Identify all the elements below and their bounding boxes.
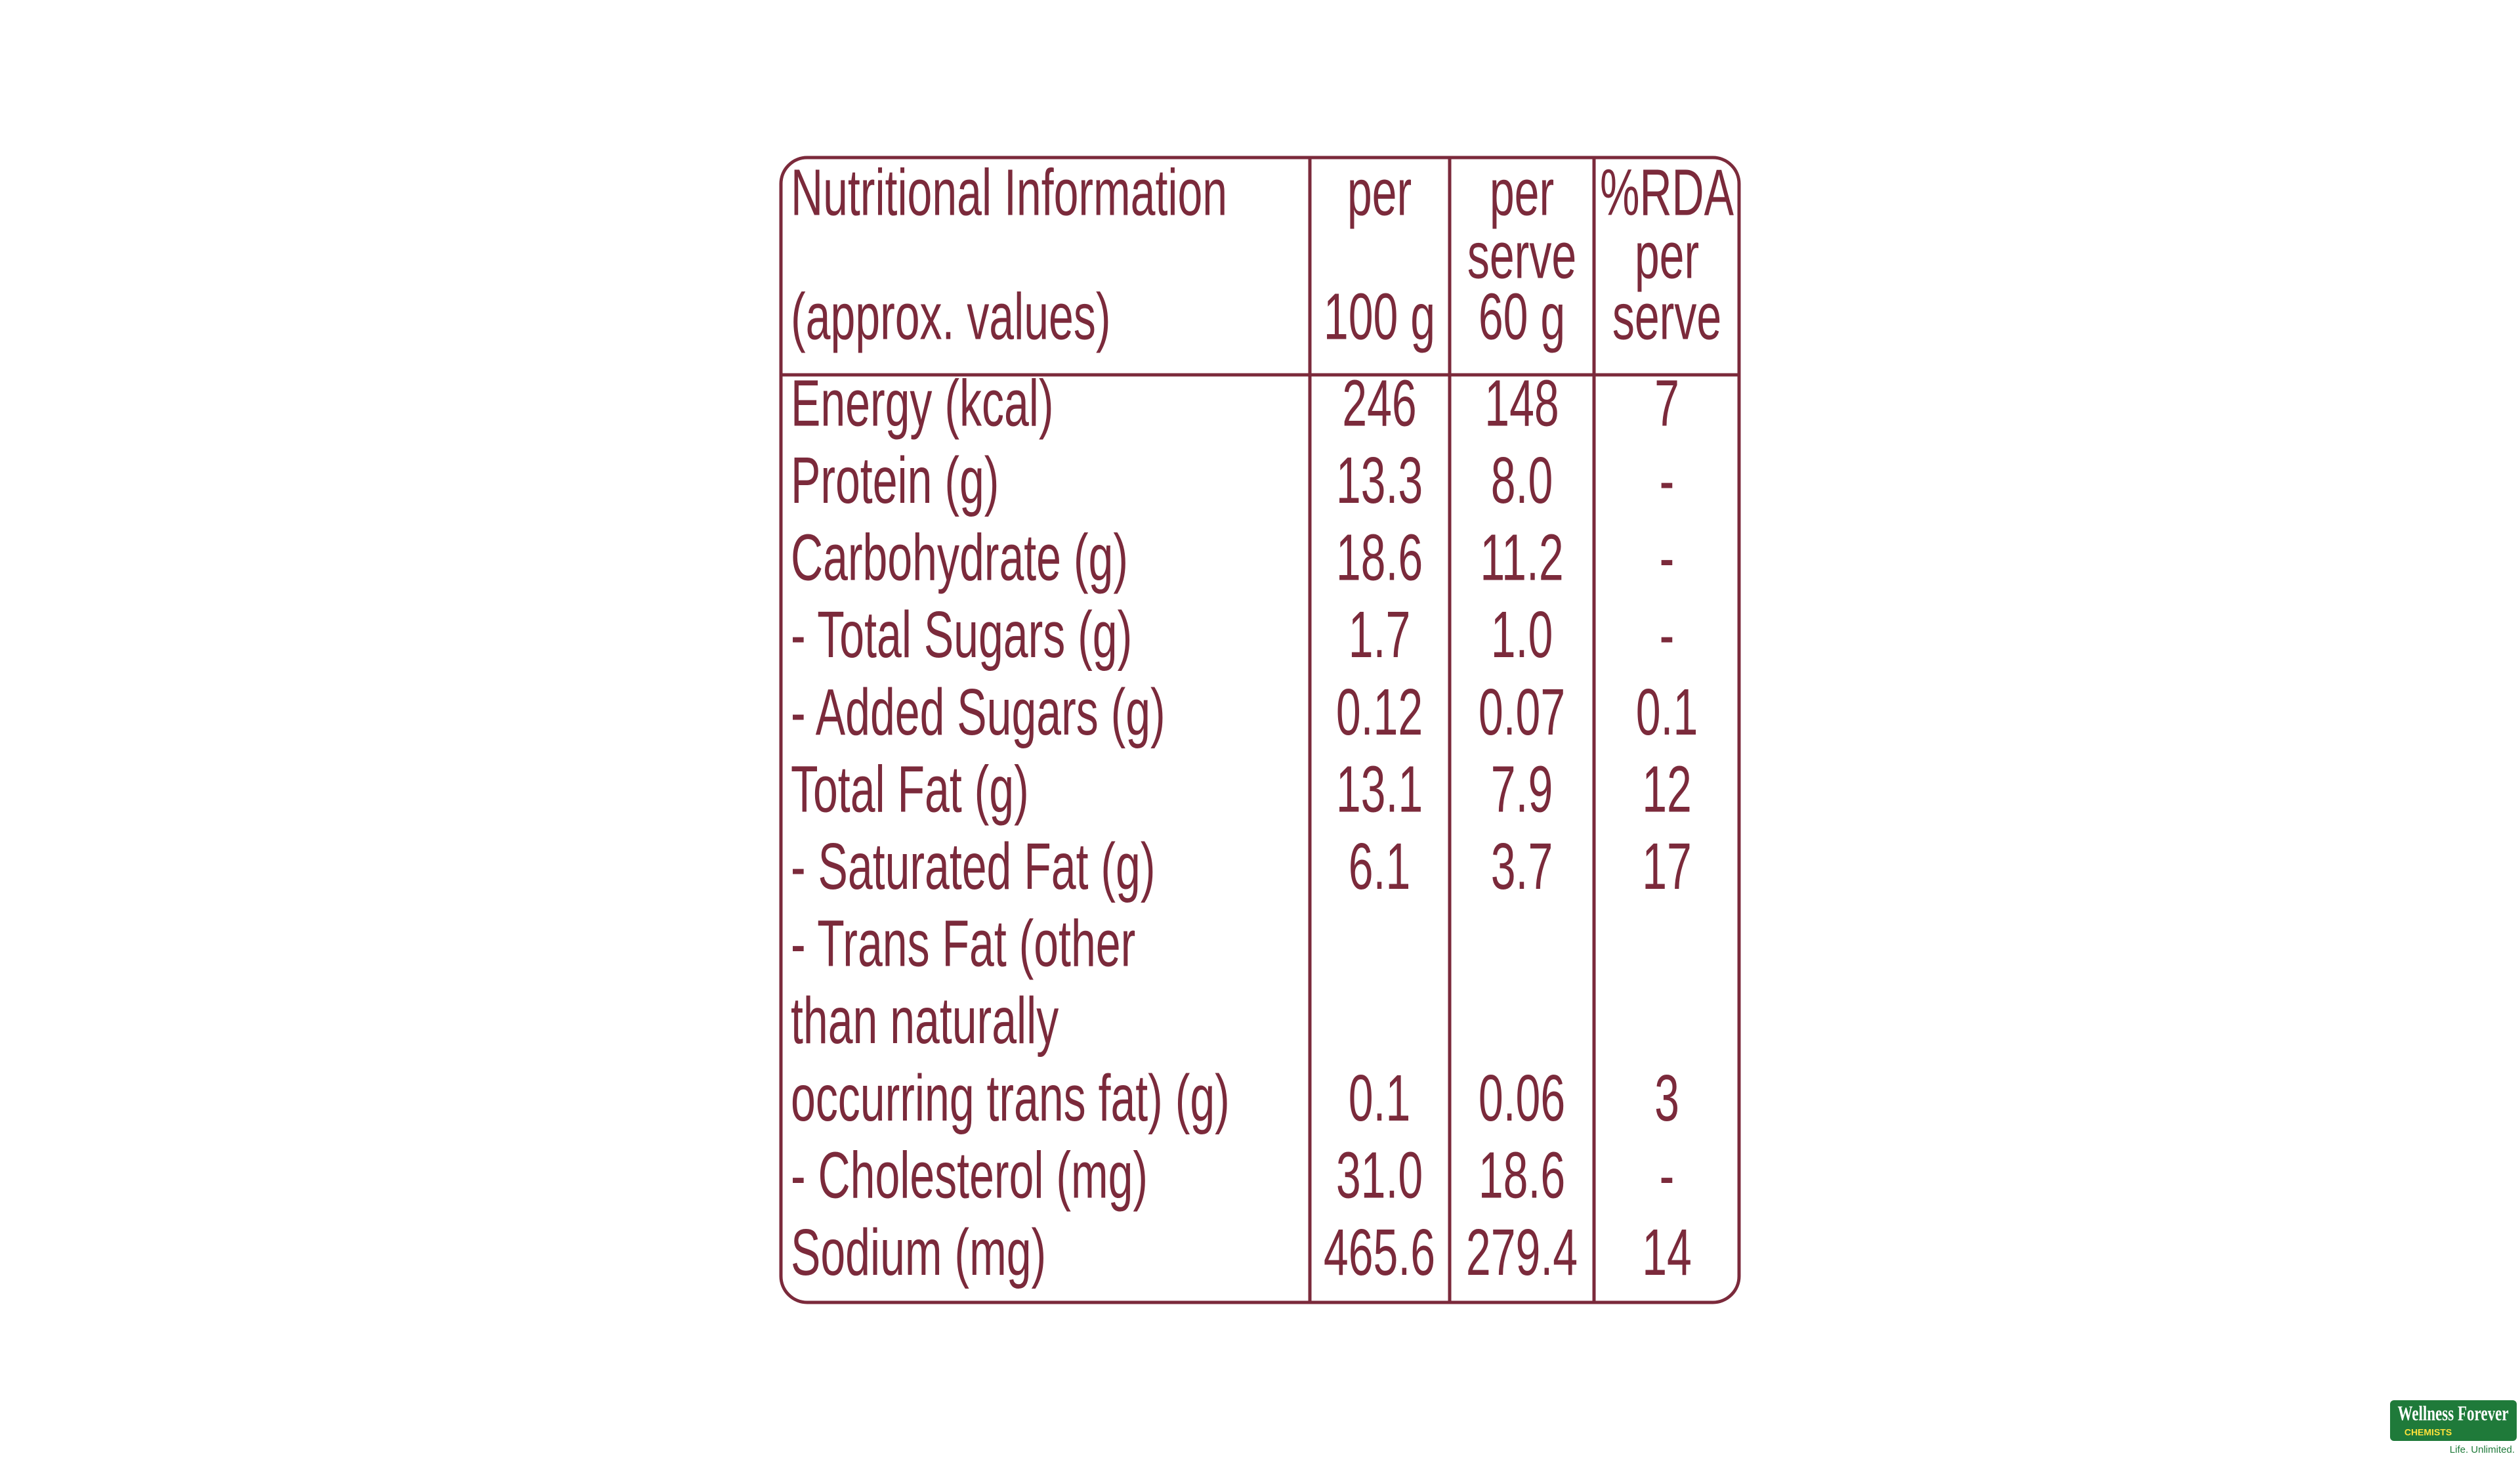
nutrient-label: than naturally bbox=[791, 985, 1059, 1058]
nutrient-label: - Added Sugars (g) bbox=[791, 676, 1166, 749]
nutrient-value: 13.3 bbox=[1336, 444, 1423, 517]
nutrient-value: 0.1 bbox=[1349, 1062, 1411, 1135]
nutrient-value: 0.06 bbox=[1479, 1062, 1565, 1135]
header-label: (approx. values) bbox=[791, 281, 1110, 354]
table-frame bbox=[779, 156, 1741, 1304]
nutrient-value: - bbox=[1660, 444, 1675, 517]
nutrient-value: 14 bbox=[1642, 1216, 1692, 1289]
nutrient-value: 7.9 bbox=[1491, 754, 1553, 826]
nutrient-label: Protein (g) bbox=[791, 444, 999, 517]
nutrient-value: 246 bbox=[1342, 368, 1416, 440]
nutrient-label: Total Fat (g) bbox=[791, 754, 1029, 826]
nutrient-value: 1.7 bbox=[1349, 599, 1411, 672]
header-label: Nutritional Information bbox=[791, 157, 1227, 230]
nutrient-value: 13.1 bbox=[1336, 754, 1423, 826]
nutrient-value: - bbox=[1660, 522, 1675, 595]
nutrient-label: - Saturated Fat (g) bbox=[791, 830, 1155, 903]
nutrient-label: Carbohydrate (g) bbox=[791, 522, 1128, 595]
nutrient-label: Energy (kcal) bbox=[791, 368, 1054, 440]
header-cell: 60 g bbox=[1479, 281, 1565, 354]
nutrient-value: 3 bbox=[1654, 1062, 1679, 1135]
nutrient-value: 18.6 bbox=[1336, 522, 1423, 595]
logo-badge bbox=[2390, 1400, 2517, 1441]
nutrient-label: - Total Sugars (g) bbox=[791, 599, 1132, 672]
nutrient-value: 8.0 bbox=[1491, 444, 1553, 517]
nutrient-label: - Trans Fat (other bbox=[791, 908, 1135, 981]
logo-tagline: Life. Unlimited. bbox=[2450, 1444, 2515, 1455]
logo-subtitle: CHEMISTS bbox=[2404, 1427, 2452, 1438]
logo: Wellness Forever CHEMISTS Life. Unlimite… bbox=[2390, 1400, 2517, 1455]
nutrient-value: 465.6 bbox=[1324, 1216, 1435, 1289]
nutrient-label: occurring trans fat) (g) bbox=[791, 1062, 1230, 1135]
header-cell: per bbox=[1635, 220, 1699, 293]
header-cell: 100 g bbox=[1324, 281, 1435, 354]
nutrient-value: 0.1 bbox=[1636, 676, 1698, 749]
nutrient-value: - bbox=[1660, 599, 1675, 672]
table-cells: Nutritional Information (approx. values) p… bbox=[791, 157, 1734, 1290]
nutrient-value: 3.7 bbox=[1491, 830, 1553, 903]
nutrient-value: 18.6 bbox=[1479, 1140, 1565, 1212]
nutrient-value: 0.07 bbox=[1479, 676, 1565, 749]
header-cell: serve bbox=[1612, 281, 1721, 354]
nutrient-value: 12 bbox=[1642, 754, 1692, 826]
nutrient-value: 1.0 bbox=[1491, 599, 1553, 672]
nutrient-label: - Cholesterol (mg) bbox=[791, 1140, 1148, 1212]
nutrient-value: 279.4 bbox=[1466, 1216, 1578, 1289]
nutrient-value: 11.2 bbox=[1480, 522, 1563, 595]
nutrient-value: - bbox=[1660, 1140, 1675, 1212]
nutrient-value: 7 bbox=[1654, 368, 1679, 440]
header-cell: per bbox=[1347, 157, 1412, 230]
header-cell: per bbox=[1490, 157, 1554, 230]
nutrient-value: 31.0 bbox=[1336, 1140, 1423, 1212]
header-cell: %RDA bbox=[1600, 157, 1734, 230]
header-cell: serve bbox=[1467, 220, 1576, 293]
logo-name: Wellness Forever bbox=[2397, 1402, 2508, 1426]
table-border bbox=[779, 156, 1741, 1304]
nutrient-value: 17 bbox=[1642, 830, 1692, 903]
nutrient-value: 148 bbox=[1484, 368, 1559, 440]
nutrient-value: 0.12 bbox=[1336, 676, 1423, 749]
nutrient-label: Sodium (mg) bbox=[791, 1216, 1046, 1289]
nutrient-value: 6.1 bbox=[1349, 830, 1411, 903]
